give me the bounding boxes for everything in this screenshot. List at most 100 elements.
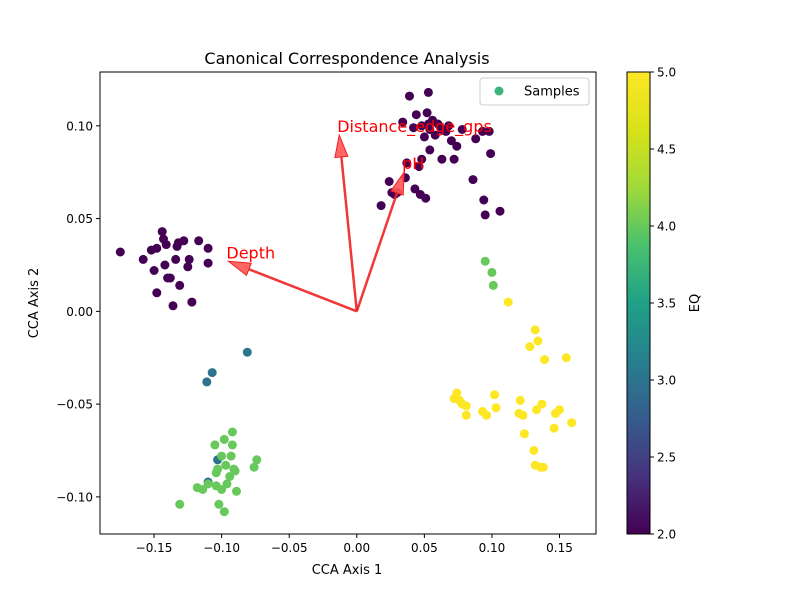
data-point bbox=[446, 136, 456, 146]
colorbar-label: EQ bbox=[688, 294, 703, 312]
data-point bbox=[157, 227, 167, 237]
colorbar-tick-label: 4.0 bbox=[657, 220, 676, 234]
data-point bbox=[555, 405, 564, 415]
data-point bbox=[490, 390, 500, 400]
y-tick-label: 0.00 bbox=[66, 305, 93, 319]
data-point bbox=[115, 247, 125, 257]
data-point bbox=[184, 254, 194, 264]
data-point bbox=[138, 254, 148, 264]
data-point bbox=[468, 175, 478, 185]
y-tick-label: −0.10 bbox=[56, 490, 93, 504]
data-point bbox=[179, 236, 189, 246]
data-point bbox=[232, 486, 241, 496]
arrow-shaft bbox=[355, 192, 399, 312]
data-point bbox=[217, 451, 227, 461]
data-point bbox=[567, 418, 577, 428]
data-point bbox=[202, 377, 212, 387]
arrow-label: Distance_edge_gps bbox=[337, 117, 492, 137]
data-point bbox=[410, 184, 420, 194]
legend-marker bbox=[494, 86, 504, 96]
arrow-shaft bbox=[340, 156, 359, 312]
data-point bbox=[203, 479, 213, 489]
data-point bbox=[537, 399, 547, 409]
y-tick-label: −0.05 bbox=[56, 398, 93, 412]
data-point bbox=[425, 125, 435, 134]
x-tick-label: 0.05 bbox=[411, 541, 438, 555]
data-point bbox=[457, 125, 467, 134]
arrow-label: Depth bbox=[226, 243, 275, 262]
data-point bbox=[230, 466, 240, 476]
data-point bbox=[532, 405, 541, 415]
data-point bbox=[219, 434, 229, 444]
data-point bbox=[405, 91, 414, 101]
data-point bbox=[194, 236, 204, 246]
data-point bbox=[486, 149, 496, 159]
data-point bbox=[461, 410, 471, 420]
data-point bbox=[249, 462, 259, 472]
legend-label: Samples bbox=[524, 85, 580, 100]
data-point bbox=[495, 206, 505, 216]
data-point bbox=[161, 240, 171, 250]
data-point bbox=[203, 258, 213, 268]
data-point bbox=[165, 273, 175, 283]
data-point bbox=[503, 297, 513, 307]
arrow-head bbox=[226, 260, 253, 277]
data-point bbox=[452, 388, 462, 398]
data-point bbox=[423, 87, 433, 97]
y-axis-label: CCA Axis 2 bbox=[27, 268, 42, 339]
x-tick-label: 0.15 bbox=[546, 541, 573, 555]
data-point bbox=[491, 403, 501, 413]
data-point bbox=[225, 472, 235, 481]
data-point bbox=[430, 130, 440, 140]
data-point bbox=[187, 297, 197, 307]
data-point bbox=[482, 410, 491, 420]
data-point bbox=[538, 462, 548, 472]
data-point bbox=[518, 410, 528, 420]
arrow-label: pH bbox=[402, 154, 424, 173]
data-point bbox=[414, 162, 424, 172]
data-point bbox=[488, 280, 498, 290]
data-point bbox=[471, 134, 481, 144]
data-point bbox=[398, 117, 408, 127]
y-axis-ticks: −0.10 −0.05 0.00 0.05 0.10 bbox=[56, 119, 100, 504]
data-point bbox=[480, 256, 490, 266]
arrow-shaft bbox=[248, 268, 358, 313]
data-point bbox=[449, 154, 459, 164]
data-point bbox=[530, 325, 540, 335]
data-point bbox=[515, 395, 525, 405]
plot-frame bbox=[99, 71, 597, 535]
x-tick-label: −0.10 bbox=[203, 541, 240, 555]
data-point bbox=[152, 288, 162, 298]
data-point bbox=[227, 427, 237, 437]
data-point bbox=[549, 423, 559, 433]
colorbar-tick-label: 3.0 bbox=[657, 374, 676, 388]
data-point bbox=[461, 401, 471, 411]
data-point bbox=[421, 193, 431, 203]
data-point bbox=[444, 121, 454, 131]
data-point bbox=[168, 301, 178, 311]
data-point bbox=[487, 267, 497, 277]
data-point bbox=[242, 347, 252, 357]
colorbar-tick-label: 4.5 bbox=[657, 143, 676, 157]
data-point bbox=[175, 280, 185, 290]
data-point bbox=[227, 440, 237, 450]
data-point bbox=[183, 262, 193, 272]
colorbar-tick-label: 2.0 bbox=[657, 528, 676, 542]
data-point bbox=[409, 123, 418, 133]
data-point bbox=[219, 507, 229, 517]
y-tick-label: 0.10 bbox=[66, 119, 93, 133]
legend: Samples bbox=[479, 77, 590, 106]
colorbar-tick-label: 2.5 bbox=[657, 451, 676, 465]
x-axis-ticks: −0.15 −0.10 −0.05 0.00 0.05 0.10 0.15 bbox=[136, 534, 573, 555]
x-tick-label: 0.00 bbox=[343, 541, 370, 555]
y-tick-label: 0.05 bbox=[66, 212, 93, 226]
data-points bbox=[115, 87, 577, 517]
data-point bbox=[203, 243, 213, 253]
data-point bbox=[419, 132, 429, 142]
data-point bbox=[484, 126, 494, 136]
data-point bbox=[252, 455, 262, 465]
chart-title: Canonical Correspondence Analysis bbox=[204, 49, 489, 68]
data-point bbox=[540, 355, 550, 365]
data-point bbox=[214, 499, 224, 509]
